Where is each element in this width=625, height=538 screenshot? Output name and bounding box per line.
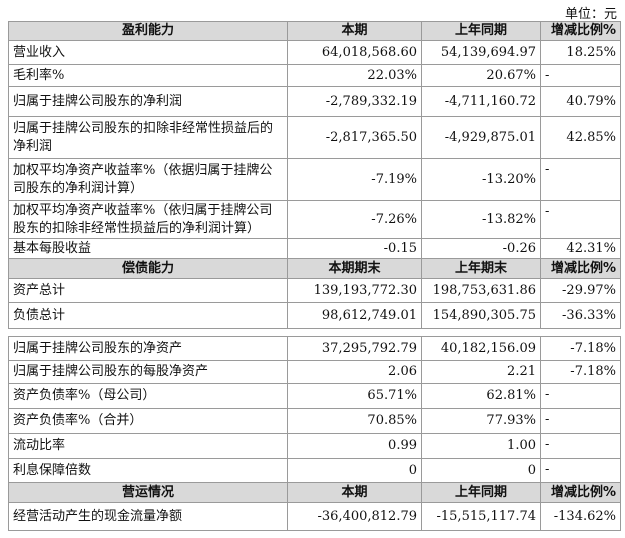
value-cell: 77.93% — [421, 408, 541, 434]
value-cell: - — [540, 458, 621, 483]
value-cell: 18.25% — [540, 40, 621, 65]
label-cell: 归属于挂牌公司股东的净资产 — [8, 336, 288, 361]
label-cell: 归属于挂牌公司股东的净利润 — [8, 86, 288, 117]
value-cell: -134.62% — [540, 502, 621, 531]
value-cell: -7.18% — [540, 360, 621, 384]
table-row: 归属于挂牌公司股东的扣除非经常性损益后的净利润 -2,817,365.50 -4,9… — [8, 116, 621, 159]
value-cell: -4,711,160.72 — [421, 86, 541, 117]
value-cell: 64,018,568.60 — [287, 40, 422, 65]
value-cell: - — [540, 408, 621, 434]
value-cell: -36,400,812.79 — [287, 502, 422, 531]
data-table: 归属于挂牌公司股东的净资产 37,295,792.79 40,182,156.09-… — [8, 336, 621, 531]
value-cell: 139,193,772.30 — [287, 278, 422, 303]
value-cell: -2,789,332.19 — [287, 86, 422, 117]
value-cell: 2.06 — [287, 360, 422, 384]
section-header-row: 偿债能力 本期期末 上年期末 增减比例% — [8, 258, 621, 279]
table-row: 资产负债率%（母公司） 65.71% 62.81% - — [8, 383, 621, 409]
label-cell: 归属于挂牌公司股东的扣除非经常性损益后的净利润 — [8, 116, 288, 159]
label-cell: 资产负债率%（母公司） — [8, 383, 288, 409]
section-header-row: 盈利能力 本期 上年同期 增减比例% — [8, 21, 621, 41]
header-cell: 本期期末 — [287, 258, 422, 279]
table-row: 负债总计 98,612,749.01 154,890,305.75 -36.33% — [8, 302, 621, 329]
label-cell: 基本每股收益 — [8, 238, 288, 259]
table-row: 基本每股收益 -0.15 -0.26 42.31% — [8, 238, 621, 259]
label-cell: 资产负债率%（合并） — [8, 408, 288, 434]
header-cell: 盈利能力 — [8, 21, 288, 41]
value-cell: 37,295,792.79 — [287, 336, 422, 361]
value-cell: 154,890,305.75 — [421, 302, 541, 329]
label-cell: 利息保障倍数 — [8, 458, 288, 483]
table-row: 毛利率% 22.03% 20.67% - — [8, 64, 621, 87]
label-cell: 流动比率 — [8, 433, 288, 459]
table-row: 利息保障倍数 0 0- — [8, 458, 621, 483]
table-row: 流动比率 0.99 1.00- — [8, 433, 621, 459]
table-row: 资产负债率%（合并） 70.85% 77.93% - — [8, 408, 621, 434]
value-cell: - — [540, 433, 621, 459]
value-cell: 0.99 — [287, 433, 422, 459]
value-cell: 98,612,749.01 — [287, 302, 422, 329]
label-cell: 加权平均净资产收益率%（依归属于挂牌公司股东的扣除非经常性损益后的净利润计算） — [8, 200, 288, 239]
value-cell: - — [540, 200, 621, 239]
value-cell: 42.31% — [540, 238, 621, 259]
label-cell: 加权平均净资产收益率%（依据归属于挂牌公司股东的净利润计算） — [8, 158, 288, 201]
value-cell: -13.82% — [421, 200, 541, 239]
label-cell: 归属于挂牌公司股东的每股净资产 — [8, 360, 288, 384]
header-cell: 营运情况 — [8, 482, 288, 503]
header-cell: 增减比例% — [540, 21, 621, 41]
table-row: 资产总计 139,193,772.30 198,753,631.86 -29.97% — [8, 278, 621, 303]
value-cell: 22.03% — [287, 64, 422, 87]
header-cell: 增减比例% — [540, 258, 621, 279]
label-cell: 经营活动产生的现金流量净额 — [8, 502, 288, 531]
value-cell: 2.21 — [421, 360, 541, 384]
table-row: 加权平均净资产收益率%（依据归属于挂牌公司股东的净利润计算） -7.19% -13.… — [8, 158, 621, 201]
table-row: 经营活动产生的现金流量净额 -36,400,812.79 -15,515,117.7… — [8, 502, 621, 531]
label-cell: 资产总计 — [8, 278, 288, 303]
header-cell: 增减比例% — [540, 482, 621, 503]
value-cell: 42.85% — [540, 116, 621, 159]
value-cell: 0 — [287, 458, 422, 483]
header-cell: 偿债能力 — [8, 258, 288, 279]
value-cell: -4,929,875.01 — [421, 116, 541, 159]
value-cell: 40,182,156.09 — [421, 336, 541, 361]
value-cell: -13.20% — [421, 158, 541, 201]
value-cell: 20.67% — [421, 64, 541, 87]
label-cell: 毛利率% — [8, 64, 288, 87]
header-cell: 上年同期 — [421, 21, 541, 41]
unit-label: 单位：元 — [564, 7, 617, 22]
value-cell: 65.71% — [287, 383, 422, 409]
value-cell: -2,817,365.50 — [287, 116, 422, 159]
header-cell: 上年同期 — [421, 482, 541, 503]
header-cell: 本期 — [287, 21, 422, 41]
table-row: 归属于挂牌公司股东的净利润 -2,789,332.19 -4,711,160.72 4… — [8, 86, 621, 117]
value-cell: -7.18% — [540, 336, 621, 361]
value-cell: 70.85% — [287, 408, 422, 434]
table-row: 归属于挂牌公司股东的每股净资产 2.06 2.21 -7.18% — [8, 360, 621, 384]
value-cell: - — [540, 158, 621, 201]
value-cell: -7.26% — [287, 200, 422, 239]
value-cell: -0.15 — [287, 238, 422, 259]
data-table: 盈利能力 本期 上年同期 增减比例% 营业收入 64,018,568.60 54,139,6… — [8, 21, 621, 329]
label-cell: 负债总计 — [8, 302, 288, 329]
table-row: 归属于挂牌公司股东的净资产 37,295,792.79 40,182,156.09-… — [8, 336, 621, 361]
value-cell: - — [540, 64, 621, 87]
header-cell: 本期 — [287, 482, 422, 503]
value-cell: -36.33% — [540, 302, 621, 329]
value-cell: 62.81% — [421, 383, 541, 409]
value-cell: -15,515,117.74 — [421, 502, 541, 531]
label-cell: 营业收入 — [8, 40, 288, 65]
value-cell: 1.00 — [421, 433, 541, 459]
value-cell: -0.26 — [421, 238, 541, 259]
section-header-row: 营运情况 本期 上年同期 增减比例% — [8, 482, 621, 503]
value-cell: 54,139,694.97 — [421, 40, 541, 65]
table-row: 营业收入 64,018,568.60 54,139,694.97 18.25% — [8, 40, 621, 65]
table-row: 加权平均净资产收益率%（依归属于挂牌公司股东的扣除非经常性损益后的净利润计算） -… — [8, 200, 621, 239]
value-cell: -7.19% — [287, 158, 422, 201]
value-cell: 198,753,631.86 — [421, 278, 541, 303]
value-cell: 40.79% — [540, 86, 621, 117]
header-cell: 上年期末 — [421, 258, 541, 279]
value-cell: 0 — [421, 458, 541, 483]
value-cell: -29.97% — [540, 278, 621, 303]
value-cell: - — [540, 383, 621, 409]
